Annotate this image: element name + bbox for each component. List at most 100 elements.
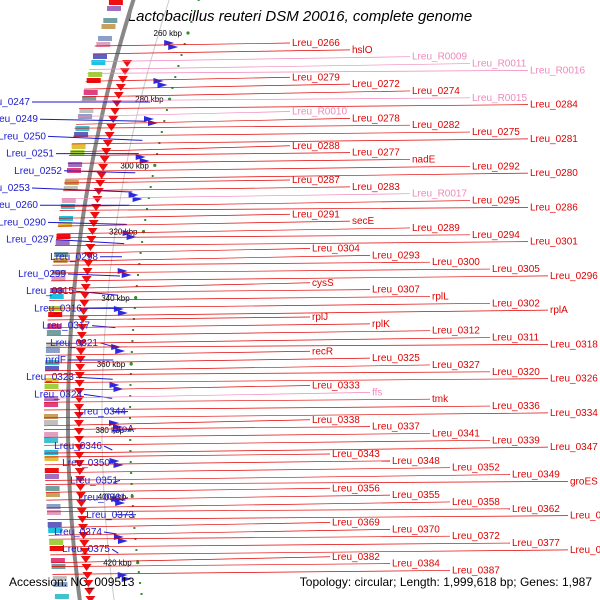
reverse-gene-label[interactable]: Lreu_R0017 <box>412 189 467 200</box>
reverse-gene-label[interactable]: Lreu_0287 <box>292 175 340 186</box>
forward-gene-label[interactable]: Lreu_0351 <box>70 475 118 486</box>
reverse-gene-label[interactable]: Lreu_0352 <box>452 463 500 474</box>
reverse-gene-label[interactable]: Lreu_0294 <box>472 230 520 241</box>
reverse-gene-label[interactable]: Lreu_0325 <box>372 353 420 364</box>
reverse-gene-label[interactable]: Lreu_0307 <box>372 285 420 296</box>
forward-gene-label[interactable]: Lreu_0317 <box>42 321 90 332</box>
reverse-gene-label[interactable]: Lreu_0382 <box>332 552 380 563</box>
reverse-gene-label[interactable]: Lreu_0284 <box>530 100 578 111</box>
forward-gene-label[interactable]: Lreu_0252 <box>14 166 62 177</box>
forward-gene-label[interactable]: Lreu_0299 <box>18 269 66 280</box>
forward-gene-label[interactable]: Lreu_0250 <box>0 131 46 142</box>
forward-gene-label[interactable]: Lreu_0315 <box>26 286 74 297</box>
reverse-gene-label[interactable]: Lreu_0387 <box>452 565 500 576</box>
reverse-gene-label[interactable]: ffs <box>372 387 382 398</box>
forward-gene-label[interactable]: Lreu_0290 <box>0 217 46 228</box>
reverse-gene-label[interactable]: Lreu_0289 <box>412 223 460 234</box>
reverse-gene-label[interactable]: Lreu_0355 <box>392 490 440 501</box>
reverse-gene-label[interactable]: Lreu_0370 <box>392 524 440 535</box>
reverse-gene-label[interactable]: Lreu_0272 <box>352 79 400 90</box>
reverse-gene-label[interactable]: Lreu_0377 <box>512 538 560 549</box>
reverse-gene-label[interactable]: Lreu_0336 <box>492 401 540 412</box>
reverse-gene-label[interactable]: Lreu_0274 <box>412 86 460 97</box>
reverse-gene-label[interactable]: Lreu_0293 <box>372 250 420 261</box>
reverse-gene-label[interactable]: Lreu_0369 <box>332 518 380 529</box>
reverse-gene-label[interactable]: Lreu_0282 <box>412 120 460 131</box>
reverse-gene-label[interactable]: Lreu_0372 <box>452 531 500 542</box>
reverse-gene-label[interactable]: Lreu_0302 <box>492 298 540 309</box>
forward-gene-label[interactable]: Lreu_0350 <box>62 458 110 469</box>
reverse-gene-label[interactable]: Lreu_0337 <box>372 422 420 433</box>
reverse-gene-label[interactable]: Lreu_0341 <box>432 428 480 439</box>
forward-gene-label[interactable]: Lreu_0247 <box>0 97 30 108</box>
reverse-gene-label[interactable]: Lreu_0312 <box>432 326 480 337</box>
reverse-gene-label[interactable]: Lreu_0277 <box>352 148 400 159</box>
reverse-gene-label[interactable]: Lreu_0281 <box>530 134 578 145</box>
reverse-gene-label[interactable]: secE <box>352 216 375 227</box>
forward-gene-label[interactable]: Lreu_0249 <box>0 114 38 125</box>
reverse-gene-label[interactable]: Lreu_0349 <box>512 470 560 481</box>
reverse-gene-label[interactable]: Lreu_0334 <box>550 408 598 419</box>
reverse-gene-label[interactable]: Lreu_0379 <box>570 545 600 556</box>
reverse-gene-label[interactable]: Lreu_R0015 <box>472 93 527 104</box>
forward-gene-label[interactable]: Lreu_0375 <box>62 544 110 555</box>
forward-gene-label[interactable]: Lreu_0373 <box>86 510 134 521</box>
reverse-gene-label[interactable]: rplK <box>372 319 390 330</box>
reverse-gene-label[interactable]: Lreu_0343 <box>332 449 380 460</box>
reverse-gene-label[interactable]: Lreu_0280 <box>530 168 578 179</box>
reverse-gene-label[interactable]: Lreu_0356 <box>332 483 380 494</box>
forward-gene-label[interactable]: proA <box>113 424 134 435</box>
reverse-gene-label[interactable]: Lreu_R0011 <box>472 59 527 70</box>
reverse-gene-label[interactable]: Lreu_0288 <box>292 141 340 152</box>
reverse-gene-label[interactable]: Lreu_0365 <box>570 511 600 522</box>
forward-gene-label[interactable]: Lreu_0253 <box>0 183 30 194</box>
reverse-gene-label[interactable]: Lreu_0305 <box>492 264 540 275</box>
forward-gene-label[interactable]: Lreu_0323 <box>26 372 74 383</box>
forward-gene-label[interactable]: nrdF <box>45 355 66 366</box>
reverse-gene-label[interactable]: recR <box>312 346 333 357</box>
forward-gene-label[interactable]: Lreu_0324 <box>34 389 82 400</box>
forward-gene-label[interactable]: Lreu_0374 <box>54 527 102 538</box>
reverse-gene-label[interactable]: Lreu_0338 <box>312 415 360 426</box>
reverse-gene-label[interactable]: Lreu_0296 <box>550 271 598 282</box>
forward-gene-label[interactable]: Lreu_0361 <box>78 493 126 504</box>
reverse-gene-label[interactable]: Lreu_0283 <box>352 182 400 193</box>
reverse-gene-label[interactable]: Lreu_0362 <box>512 504 560 515</box>
reverse-gene-label[interactable]: Lreu_0292 <box>472 161 520 172</box>
reverse-gene-label[interactable]: Lreu_0339 <box>492 435 540 446</box>
forward-gene-label[interactable]: Lreu_0297 <box>6 235 54 246</box>
reverse-gene-label[interactable]: Lreu_0291 <box>292 209 340 220</box>
reverse-gene-label[interactable]: hslO <box>352 45 373 56</box>
reverse-gene-label[interactable]: Lreu_0279 <box>292 72 340 83</box>
reverse-gene-label[interactable]: Lreu_0311 <box>492 333 540 344</box>
reverse-gene-label[interactable]: rplJ <box>312 312 328 323</box>
forward-gene-label[interactable]: Lreu_0346 <box>54 441 102 452</box>
reverse-gene-label[interactable]: Lreu_0358 <box>452 497 500 508</box>
reverse-gene-label[interactable]: Lreu_0304 <box>312 244 360 255</box>
reverse-gene-label[interactable]: Lreu_0347 <box>550 442 598 453</box>
reverse-gene-label[interactable]: Lreu_R0010 <box>292 107 347 118</box>
reverse-gene-label[interactable]: Lreu_0278 <box>352 113 400 124</box>
reverse-gene-label[interactable]: Lreu_0286 <box>530 202 578 213</box>
reverse-gene-label[interactable]: cysS <box>312 278 334 289</box>
forward-gene-label[interactable]: Lreu_0298 <box>50 252 98 263</box>
reverse-gene-label[interactable]: Lreu_0275 <box>472 127 520 138</box>
forward-gene-label[interactable]: Lreu_0251 <box>6 149 54 160</box>
reverse-gene-label[interactable]: tmk <box>432 394 449 405</box>
reverse-gene-label[interactable]: Lreu_0384 <box>392 559 440 570</box>
reverse-gene-label[interactable]: Lreu_0301 <box>530 237 578 248</box>
forward-gene-label[interactable]: Lreu_0260 <box>0 200 38 211</box>
reverse-gene-label[interactable]: Lreu_0266 <box>292 38 340 49</box>
reverse-gene-label[interactable]: nadE <box>412 154 436 165</box>
forward-gene-label[interactable]: Lreu_0344 <box>78 407 126 418</box>
reverse-gene-label[interactable]: Lreu_0300 <box>432 257 480 268</box>
reverse-gene-label[interactable]: Lreu_0333 <box>312 381 360 392</box>
reverse-gene-label[interactable]: Lreu_0327 <box>432 360 480 371</box>
reverse-gene-label[interactable]: Lreu_R0016 <box>530 65 585 76</box>
reverse-gene-label[interactable]: Lreu_0295 <box>472 196 520 207</box>
reverse-gene-label[interactable]: groES <box>570 476 598 487</box>
reverse-gene-label[interactable]: Lreu_0348 <box>392 456 440 467</box>
reverse-gene-label[interactable]: Lreu_0326 <box>550 374 598 385</box>
reverse-gene-label[interactable]: rplL <box>432 291 449 302</box>
reverse-gene-label[interactable]: Lreu_R0009 <box>412 52 467 63</box>
